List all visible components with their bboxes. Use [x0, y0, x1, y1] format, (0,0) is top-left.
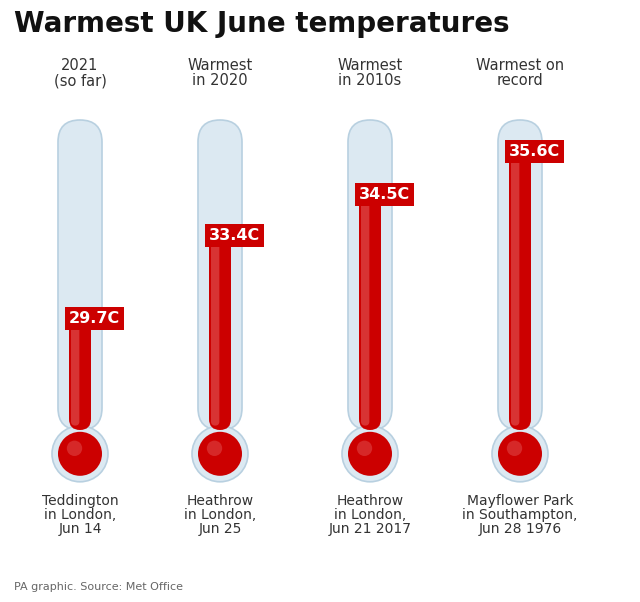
- Text: in 2010s: in 2010s: [339, 73, 402, 88]
- FancyBboxPatch shape: [509, 145, 531, 430]
- FancyBboxPatch shape: [348, 120, 392, 430]
- Circle shape: [507, 441, 522, 456]
- FancyBboxPatch shape: [209, 229, 231, 430]
- Text: Warmest UK June temperatures: Warmest UK June temperatures: [14, 10, 509, 38]
- Text: Warmest: Warmest: [188, 58, 253, 73]
- Text: PA graphic. Source: Met Office: PA graphic. Source: Met Office: [14, 582, 183, 592]
- Circle shape: [67, 441, 82, 456]
- Text: Warmest on: Warmest on: [476, 58, 564, 73]
- Text: record: record: [497, 73, 543, 88]
- FancyBboxPatch shape: [69, 312, 91, 430]
- Circle shape: [357, 441, 372, 456]
- Circle shape: [342, 426, 398, 482]
- FancyBboxPatch shape: [511, 151, 520, 426]
- Text: Teddington: Teddington: [42, 494, 118, 508]
- Text: Heathrow: Heathrow: [337, 494, 404, 508]
- FancyBboxPatch shape: [361, 195, 369, 426]
- Circle shape: [58, 432, 102, 476]
- FancyBboxPatch shape: [71, 319, 79, 426]
- FancyBboxPatch shape: [198, 120, 242, 430]
- Text: 35.6C: 35.6C: [509, 144, 560, 159]
- Circle shape: [52, 426, 108, 482]
- Text: in 2020: in 2020: [192, 73, 248, 88]
- Circle shape: [198, 432, 242, 476]
- Text: Mayflower Park: Mayflower Park: [467, 494, 573, 508]
- Circle shape: [348, 432, 392, 476]
- Text: 34.5C: 34.5C: [359, 187, 410, 202]
- Circle shape: [207, 441, 222, 456]
- Text: in London,: in London,: [44, 508, 116, 522]
- Text: Heathrow: Heathrow: [186, 494, 253, 508]
- FancyBboxPatch shape: [498, 120, 542, 430]
- Text: 33.4C: 33.4C: [209, 228, 260, 243]
- FancyBboxPatch shape: [211, 235, 220, 426]
- Circle shape: [498, 432, 542, 476]
- Text: 29.7C: 29.7C: [69, 311, 120, 326]
- Text: Jun 25: Jun 25: [198, 522, 242, 536]
- FancyBboxPatch shape: [359, 188, 381, 430]
- Text: (so far): (so far): [54, 73, 106, 88]
- Text: in London,: in London,: [334, 508, 406, 522]
- Text: Jun 28 1976: Jun 28 1976: [478, 522, 562, 536]
- Circle shape: [492, 426, 548, 482]
- Text: Jun 14: Jun 14: [58, 522, 102, 536]
- Text: Warmest: Warmest: [337, 58, 403, 73]
- Text: Jun 21 2017: Jun 21 2017: [328, 522, 412, 536]
- Circle shape: [192, 426, 248, 482]
- FancyBboxPatch shape: [58, 120, 102, 430]
- Text: in Southampton,: in Southampton,: [462, 508, 578, 522]
- Text: in London,: in London,: [184, 508, 256, 522]
- Text: 2021: 2021: [61, 58, 99, 73]
